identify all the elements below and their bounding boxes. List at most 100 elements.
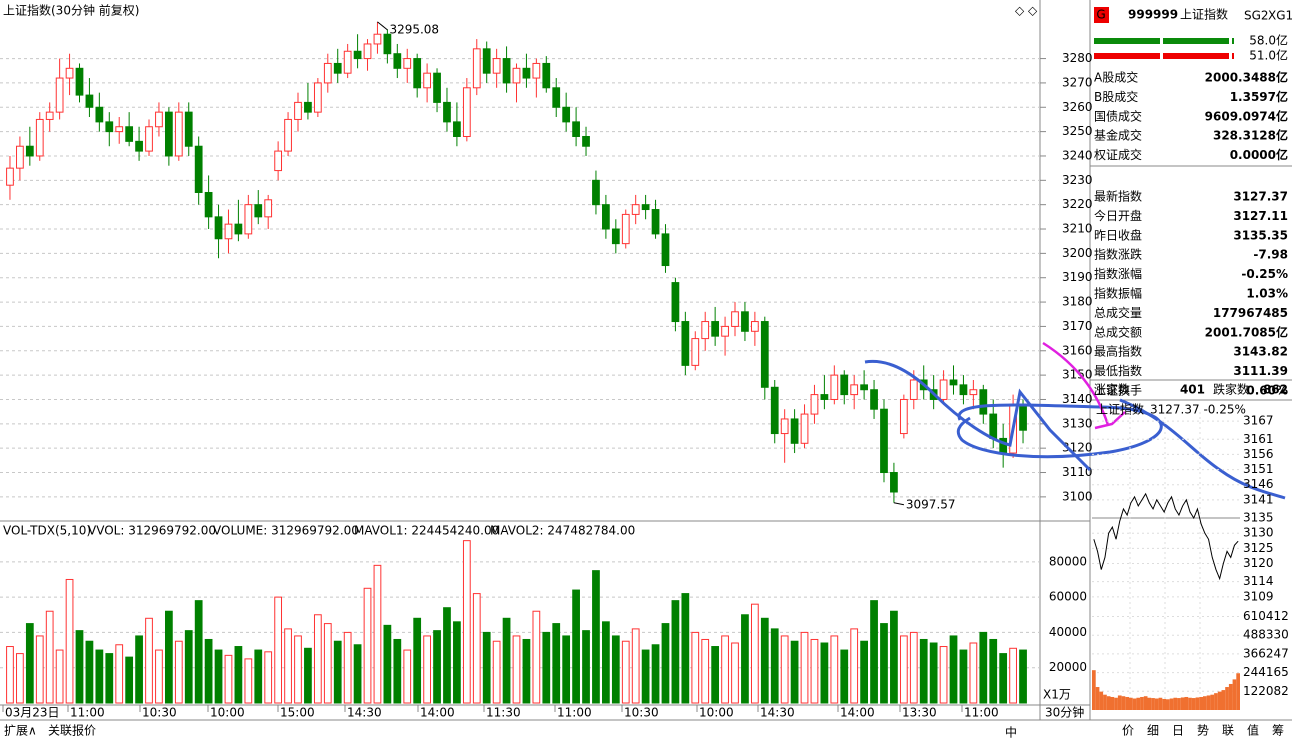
candle-body [413, 58, 422, 89]
flow-bar [1163, 38, 1229, 44]
volume-bar [135, 635, 143, 704]
volume-bar [443, 607, 451, 704]
period-label[interactable]: 30分钟 [1045, 705, 1084, 720]
y-tick-label: 244165 [1243, 665, 1289, 679]
tab[interactable]: 值 [1247, 723, 1259, 738]
mini-volume-bar [1151, 698, 1155, 710]
x-tick-label: 13:30 [902, 706, 937, 720]
flow-bar [1232, 53, 1234, 59]
row-value: 3127.37 [1233, 190, 1288, 204]
volume-header: VOLUME: 312969792.00 [213, 524, 359, 538]
tab[interactable]: 势 [1197, 724, 1209, 738]
tab[interactable]: 关联报价 [48, 723, 96, 738]
candle-body [542, 62, 551, 89]
mini-volume-bar [1129, 697, 1133, 710]
row-value: 2000.3488亿 [1205, 70, 1288, 85]
volume-bar [224, 654, 233, 704]
x-tick-label: 10:00 [210, 706, 245, 720]
candle-body [522, 67, 531, 79]
breadth: 涨家数 [1094, 382, 1130, 397]
volume-bar [592, 570, 600, 704]
volume-bar [165, 610, 173, 704]
row-label: 权证成交 [1094, 147, 1142, 162]
row-label: 最新指数 [1094, 189, 1142, 204]
candle-body [621, 213, 630, 245]
mini-volume-bar [1121, 696, 1126, 710]
candle-body [443, 101, 451, 123]
candle-body [790, 418, 799, 444]
row-label: 指数涨幅 [1094, 266, 1142, 281]
candle-body [760, 321, 769, 388]
x-tick-label: 10:30 [624, 706, 659, 720]
tab[interactable]: 日 [1172, 724, 1184, 738]
candle-body [562, 106, 571, 123]
candle-body [909, 379, 918, 400]
y-tick-label: 3230 [1062, 173, 1093, 187]
badge-box [1094, 7, 1109, 23]
toolbar-button[interactable]: 中 [1005, 725, 1017, 740]
candle-body [651, 209, 660, 235]
mini-volume-bar [1180, 697, 1185, 710]
volume-bar [939, 646, 948, 704]
candle-body [135, 140, 143, 152]
candle-body [333, 62, 342, 74]
mini-volume-bar [1203, 696, 1207, 710]
mini-volume-bar [1206, 695, 1211, 710]
volume-bar [562, 635, 571, 704]
candle-body [234, 223, 243, 235]
high-label: 3295.08 [389, 22, 439, 36]
tab[interactable]: 扩展∧ [4, 724, 37, 738]
candle-body [462, 87, 471, 137]
window-icons[interactable]: ◇ ◇ [1015, 4, 1038, 18]
candle-body [383, 33, 392, 55]
tab[interactable]: 筹 [1272, 724, 1284, 738]
volume-bar [760, 617, 769, 704]
volume-bar [333, 640, 342, 704]
low-pointer [893, 502, 905, 506]
y-tick-label: 3146 [1243, 477, 1274, 491]
volume-bar [6, 646, 14, 704]
mini-volume-bar [1095, 687, 1100, 710]
candle-body [532, 62, 541, 79]
volume-bar [661, 623, 670, 704]
volume-bar [214, 649, 223, 704]
volume-bar [383, 624, 392, 704]
candle-body [880, 408, 888, 474]
candle-body [830, 374, 839, 400]
name: 上证指数 [1180, 7, 1228, 22]
volume-bar [611, 635, 620, 704]
candle-body [353, 50, 362, 60]
y-tick-label: 3140 [1062, 392, 1093, 406]
volume-bar [413, 617, 422, 704]
flow-bar [1094, 53, 1160, 59]
breadth: 401 [1180, 383, 1205, 397]
tab[interactable]: 联 [1222, 724, 1234, 738]
volume-bar [244, 658, 253, 704]
row-label: B股成交 [1094, 89, 1138, 104]
volume-header: MAVOL2: 247482784.00 [490, 524, 635, 538]
candle-body [939, 379, 948, 400]
volume-bar [284, 628, 292, 704]
x-tick-label: 11:00 [964, 706, 999, 720]
y-tick-label: 3200 [1062, 246, 1093, 260]
volume-bar [294, 635, 302, 704]
volume-bar [671, 600, 680, 704]
volume-bar [741, 614, 749, 704]
y-tick-label: 3130 [1243, 526, 1274, 540]
candle-body [115, 126, 124, 133]
mini-volume-bar [1106, 696, 1111, 710]
y-tick-label: 3260 [1062, 100, 1093, 114]
row-label: 总成交量 [1094, 305, 1142, 320]
row-label: 昨日收盘 [1094, 227, 1142, 242]
mini-volume-bar [1225, 687, 1229, 710]
row-value: 1.3597亿 [1230, 89, 1288, 104]
tab[interactable]: 细 [1147, 724, 1159, 738]
volume-bar [641, 649, 650, 704]
volume-bar [800, 631, 809, 704]
volume-bar [850, 628, 859, 704]
candle-body [433, 72, 441, 103]
tab[interactable]: 价 [1122, 724, 1134, 738]
candle-body [1019, 403, 1027, 431]
y-tick-label: 3160 [1062, 343, 1093, 357]
mini-volume-bar [1132, 698, 1137, 710]
